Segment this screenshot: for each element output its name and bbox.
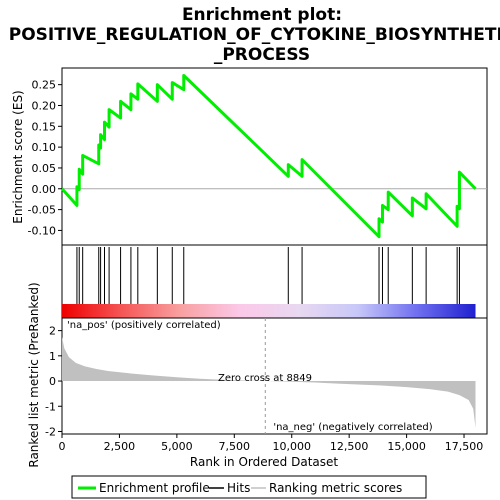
x-tick-label: 2,500 (104, 440, 136, 453)
neg-label: 'na_neg' (negatively correlated) (273, 422, 432, 433)
es-y-tick-label: -0.05 (28, 204, 56, 217)
metric-y-axis: 2 1 0 -1 -2 (45, 325, 62, 438)
es-y-tick-label: 0.10 (32, 141, 57, 154)
legend-frame (71, 475, 427, 499)
es-y-tick-label: 0.15 (32, 120, 57, 133)
metric-y-tick-label: 0 (49, 375, 56, 388)
x-axis-label: Rank in Ordered Dataset (190, 455, 338, 469)
x-tick-label: 15,000 (387, 440, 426, 453)
es-y-tick-label: 0.25 (32, 79, 57, 92)
x-tick-label: 12,500 (330, 440, 369, 453)
metric-y-tick-label: 2 (49, 325, 56, 338)
es-curve (60, 73, 477, 239)
x-tick-label: 17,500 (445, 440, 484, 453)
hits-panel (61, 244, 488, 319)
es-panel-frame (61, 67, 488, 246)
legend-hits-label: Hits (227, 481, 250, 495)
zero-cross-label: Zero cross at 8849 (218, 373, 312, 384)
legend: Enrichment profile Hits Ranking metric s… (71, 475, 427, 499)
x-tick-label: 5,000 (161, 440, 193, 453)
metric-panel: 2 1 0 -1 -2 'na_pos' (positively correlated)… (45, 317, 488, 438)
metric-y-tick-label: -1 (45, 400, 56, 413)
es-y-label: Enrichment score (ES) (11, 90, 25, 223)
metric-y-tick-label: -2 (45, 425, 56, 438)
es-y-tick-label: 0.05 (32, 162, 57, 175)
hit-markers (76, 247, 460, 304)
rank-color-bar (62, 304, 476, 318)
x-tick-label: 7,500 (219, 440, 251, 453)
metric-y-label: Ranked list metric (PreRanked) (27, 282, 41, 467)
es-y-tick-label: 0.00 (32, 183, 57, 196)
es-y-axis: 0.25 0.20 0.15 0.10 0.05 0.00 -0.05 -0.10 (28, 79, 62, 237)
chart-title-line3: _PROCESS (214, 45, 310, 65)
metric-area (62, 336, 476, 428)
chart-title-line1: Enrichment plot: (182, 5, 342, 25)
metric-y-tick-label: 1 (49, 350, 56, 363)
es-y-tick-label: 0.20 (32, 99, 57, 112)
es-y-tick-label: -0.10 (28, 224, 56, 237)
pos-label: 'na_pos' (positively correlated) (67, 320, 221, 331)
legend-es-label: Enrichment profile (99, 481, 210, 495)
x-tick-label: 0 (59, 440, 66, 453)
es-panel: 0.25 0.20 0.15 0.10 0.05 0.00 -0.05 -0.10 (28, 67, 488, 246)
chart-title-line2: POSITIVE_REGULATION_OF_CYTOKINE_BIOSYNTH… (9, 25, 500, 45)
x-axis: 0 2,500 5,000 7,500 10,000 12,500 15,000 17,500 (59, 434, 484, 453)
legend-metric-label: Ranking metric scores (269, 481, 402, 495)
x-tick-label: 10,000 (272, 440, 311, 453)
